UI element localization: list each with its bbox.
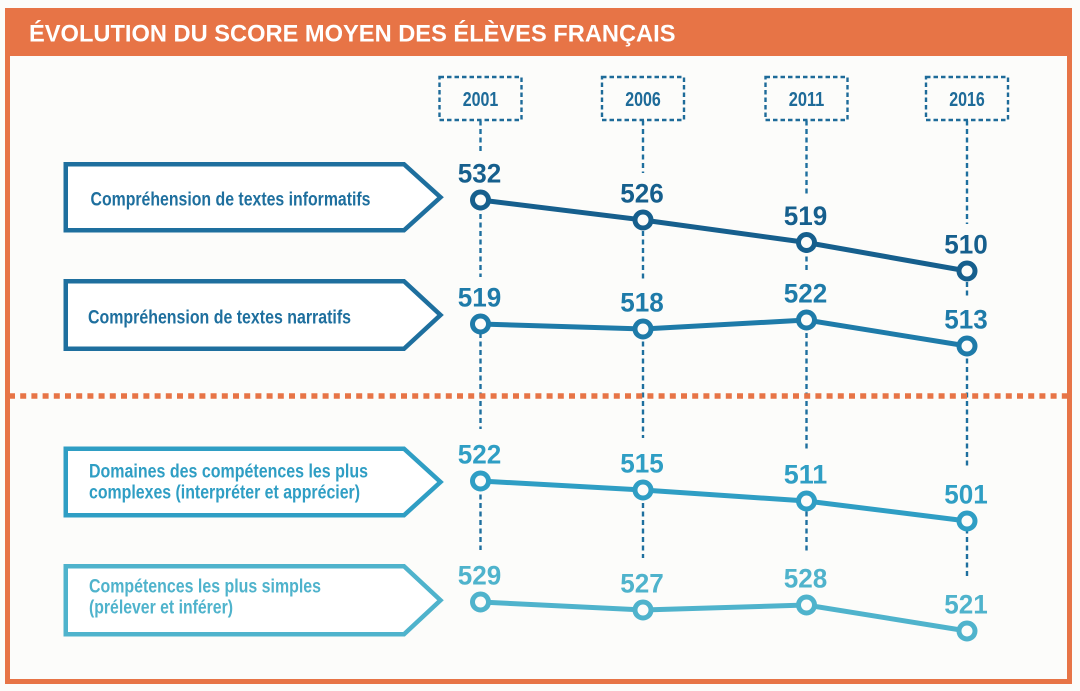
svg-text:complexes (interpréter et appr: complexes (interpréter et apprécier)	[89, 483, 360, 504]
svg-text:522: 522	[784, 279, 828, 309]
svg-text:522: 522	[458, 440, 502, 470]
svg-text:529: 529	[458, 561, 502, 591]
svg-text:515: 515	[620, 449, 664, 479]
svg-text:Compréhension de textes inform: Compréhension de textes informatifs	[91, 190, 371, 211]
svg-text:(prélever et inférer): (prélever et inférer)	[89, 598, 233, 619]
svg-text:513: 513	[944, 305, 988, 335]
svg-text:519: 519	[458, 283, 502, 313]
svg-text:518: 518	[620, 288, 664, 318]
svg-text:528: 528	[784, 564, 828, 594]
svg-text:2001: 2001	[463, 89, 499, 111]
svg-text:532: 532	[458, 159, 502, 189]
svg-text:Compréhension de textes narrat: Compréhension de textes narratifs	[88, 308, 351, 329]
svg-text:2011: 2011	[789, 89, 825, 111]
svg-text:527: 527	[620, 569, 664, 599]
svg-text:2016: 2016	[949, 89, 985, 111]
svg-text:519: 519	[784, 201, 828, 231]
svg-text:ÉVOLUTION DU SCORE MOYEN DES É: ÉVOLUTION DU SCORE MOYEN DES ÉLÈVES FRAN…	[29, 19, 676, 47]
svg-text:2006: 2006	[625, 89, 661, 111]
svg-text:510: 510	[944, 230, 988, 260]
svg-text:521: 521	[944, 590, 988, 620]
svg-text:511: 511	[784, 460, 828, 490]
svg-text:501: 501	[944, 480, 988, 510]
svg-text:526: 526	[620, 179, 664, 209]
svg-text:Compétences les plus simples: Compétences les plus simples	[89, 577, 321, 598]
svg-text:Domaines des compétences les p: Domaines des compétences les plus	[89, 462, 368, 483]
